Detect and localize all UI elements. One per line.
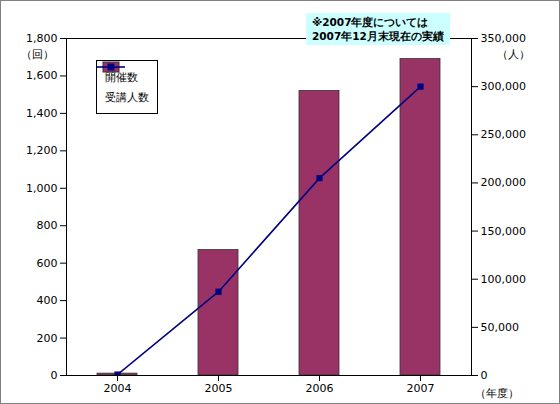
svg-text:200: 200 bbox=[37, 332, 58, 345]
svg-text:0: 0 bbox=[51, 369, 58, 382]
svg-text:350,000: 350,000 bbox=[481, 32, 527, 45]
svg-text:2007: 2007 bbox=[407, 382, 435, 395]
svg-text:100,000: 100,000 bbox=[481, 273, 527, 286]
svg-text:2005: 2005 bbox=[205, 382, 233, 395]
svg-text:1,600: 1,600 bbox=[26, 69, 58, 82]
svg-text:300,000: 300,000 bbox=[481, 80, 527, 93]
html-text:受講人数: 受講人数 bbox=[105, 90, 149, 104]
svg-text:0: 0 bbox=[481, 369, 488, 382]
svg-text:2004: 2004 bbox=[104, 382, 132, 395]
svg-text:200,000: 200,000 bbox=[481, 176, 527, 189]
svg-text:50,000: 50,000 bbox=[481, 321, 520, 334]
html-text:※2007年度については 2007年12月末現在の実績: ※2007年度については 2007年12月末現在の実績 bbox=[312, 16, 444, 42]
svg-text:150,000: 150,000 bbox=[481, 225, 527, 238]
svg-text:800: 800 bbox=[37, 219, 58, 232]
html-text:（回）: （回） bbox=[21, 48, 54, 61]
svg-text:600: 600 bbox=[37, 257, 58, 270]
html-text:（年度）: （年度） bbox=[475, 387, 519, 400]
svg-text:1,400: 1,400 bbox=[26, 107, 58, 120]
svg-text:2006: 2006 bbox=[306, 382, 334, 395]
svg-text:1,200: 1,200 bbox=[26, 144, 58, 157]
svg-text:1,800: 1,800 bbox=[26, 32, 58, 45]
svg-text:250,000: 250,000 bbox=[481, 128, 527, 141]
html-text:開催数: 開催数 bbox=[105, 70, 138, 84]
svg-text:400: 400 bbox=[37, 294, 58, 307]
html-text:（人）: （人） bbox=[497, 48, 530, 61]
svg-text:1,000: 1,000 bbox=[26, 182, 58, 195]
